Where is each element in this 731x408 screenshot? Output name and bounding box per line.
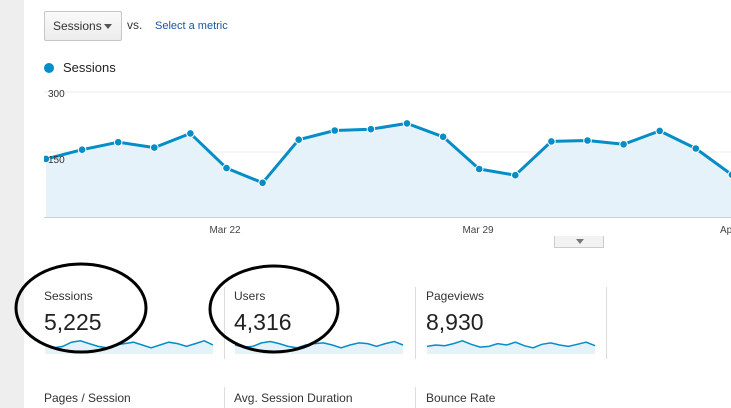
data-point[interactable] (222, 163, 231, 173)
chart-legend: Sessions (44, 60, 116, 75)
metric-label: Pageviews (426, 289, 485, 303)
metric-divider (224, 287, 225, 359)
metric-select[interactable]: Sessions (44, 11, 122, 41)
data-point[interactable] (150, 143, 159, 152)
sparkline (234, 340, 404, 354)
data-point[interactable] (547, 137, 556, 146)
metric-value: 5,225 (44, 309, 102, 335)
metric-label: Sessions (44, 289, 93, 303)
metric-card-pageviews[interactable]: Pageviews 8,930 (426, 287, 596, 359)
metric-card-users[interactable]: Users 4,316 (234, 287, 404, 359)
series-area-sessions (46, 123, 731, 218)
data-point[interactable] (619, 140, 628, 149)
data-point[interactable] (583, 136, 592, 145)
data-point[interactable] (655, 126, 665, 136)
chart-expand-button[interactable] (554, 236, 604, 248)
metric-divider (415, 387, 416, 408)
sparkline-line (426, 340, 596, 349)
metric-value: 8,930 (426, 309, 484, 335)
sessions-line-chart[interactable]: 300 150 Mar 22 Mar 29 Ap (44, 84, 731, 244)
metric-value: 4,316 (234, 309, 292, 335)
metric-label-avg-session-duration[interactable]: Avg. Session Duration (234, 391, 353, 405)
sparkline-area (427, 340, 595, 354)
metric-label-pages-per-session[interactable]: Pages / Session (44, 391, 131, 405)
select-metric-link[interactable]: Select a metric (155, 20, 228, 32)
metric-label: Users (234, 289, 266, 303)
x-tick-label-apr: Ap (720, 225, 731, 236)
metric-select-label: Sessions (53, 19, 102, 33)
data-point[interactable] (511, 170, 520, 180)
series-line-sessions (45, 121, 731, 185)
data-point[interactable] (294, 135, 303, 145)
data-point[interactable] (113, 137, 123, 147)
data-point[interactable] (44, 154, 51, 164)
data-point[interactable] (727, 170, 731, 180)
metric-label-bounce-rate[interactable]: Bounce Rate (426, 391, 496, 405)
series-dot-icon (44, 62, 54, 73)
data-point[interactable] (330, 126, 340, 135)
chevron-down-icon (576, 239, 584, 244)
metric-divider (606, 287, 607, 359)
y-tick-label-150: 150 (48, 155, 65, 166)
chevron-down-icon (104, 24, 112, 29)
data-point[interactable] (691, 144, 701, 153)
left-strip (0, 0, 24, 408)
data-point[interactable] (77, 145, 87, 154)
metric-card-sessions[interactable]: Sessions 5,225 (44, 287, 214, 359)
y-tick-label-300: 300 (48, 89, 65, 100)
data-point[interactable] (474, 164, 484, 174)
sparkline (44, 339, 214, 354)
metric-divider (415, 287, 416, 359)
data-point[interactable] (402, 119, 412, 128)
legend-series-label: Sessions (63, 60, 116, 75)
data-point[interactable] (438, 132, 448, 142)
vs-label: vs. (127, 18, 143, 32)
x-tick-label-mar-29: Mar 29 (462, 225, 494, 236)
sparkline (426, 340, 596, 354)
data-point[interactable] (186, 129, 195, 138)
metric-divider (224, 387, 225, 408)
data-point[interactable] (366, 124, 376, 134)
x-tick-label-mar-22: Mar 22 (209, 225, 241, 236)
data-point[interactable] (258, 178, 267, 188)
